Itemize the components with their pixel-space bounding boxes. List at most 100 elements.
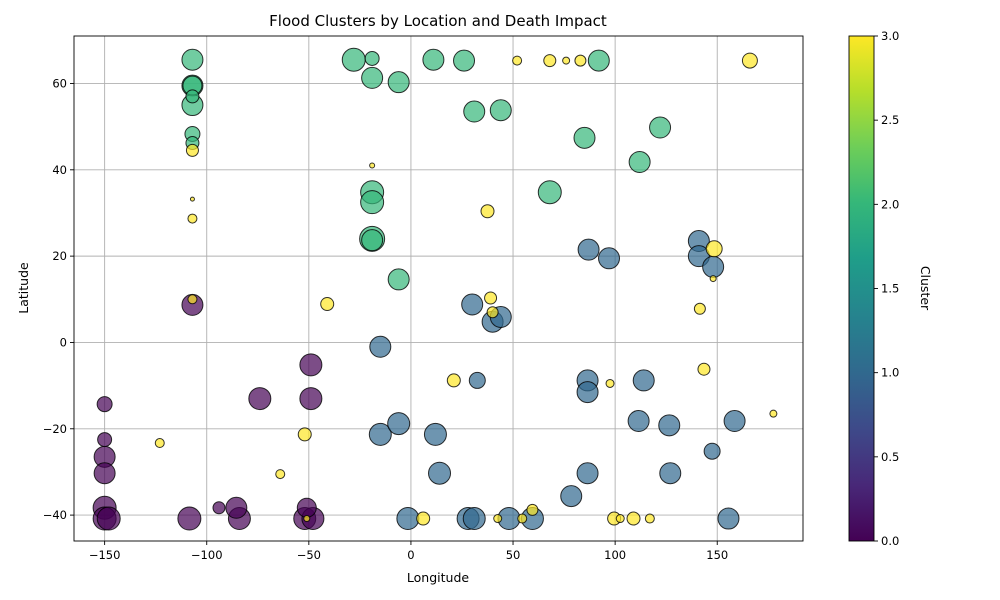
data-point	[717, 507, 740, 530]
data-point	[364, 50, 380, 66]
colorbar-tick-label: 0.0	[881, 534, 899, 548]
x-tick-label: 50	[506, 548, 521, 562]
data-point	[693, 302, 706, 315]
y-tick-label: −20	[43, 422, 67, 436]
data-point	[632, 369, 655, 392]
data-point	[576, 381, 599, 404]
plot-frame	[73, 35, 804, 542]
data-point	[723, 410, 746, 433]
data-point	[396, 507, 420, 531]
data-point	[248, 387, 272, 411]
data-point	[181, 48, 204, 71]
data-point	[560, 485, 583, 508]
y-tick-label: 20	[52, 249, 67, 263]
data-point	[320, 297, 335, 312]
y-tick-label: 40	[52, 163, 67, 177]
data-point	[587, 49, 610, 72]
x-tick-label: 100	[604, 548, 626, 562]
data-point	[369, 335, 392, 358]
data-point	[387, 412, 411, 436]
data-point	[463, 100, 486, 123]
data-point	[644, 513, 655, 524]
data-point	[361, 229, 384, 252]
data-point	[537, 180, 562, 205]
colorbar-tick-label: 1.5	[881, 282, 899, 296]
data-point	[709, 275, 717, 283]
data-point	[416, 511, 431, 526]
colorbar-tick-label: 2.5	[881, 113, 899, 127]
colorbar-tick-label: 1.0	[881, 366, 899, 380]
data-point	[480, 204, 495, 219]
data-point	[462, 507, 486, 531]
data-point	[577, 238, 600, 261]
data-point	[212, 501, 226, 515]
data-point	[526, 503, 539, 516]
chart-title: Flood Clusters by Location and Death Imp…	[269, 12, 607, 30]
colorbar-tick-label: 3.0	[881, 29, 899, 43]
data-point	[605, 378, 615, 388]
data-point	[769, 409, 778, 418]
data-point	[297, 427, 312, 442]
y-tick-label: −40	[43, 508, 67, 522]
data-point	[697, 362, 711, 376]
data-point	[96, 396, 113, 413]
data-point	[341, 47, 366, 72]
data-point	[517, 513, 528, 524]
data-point	[615, 514, 625, 524]
data-point	[428, 461, 452, 485]
data-point	[177, 506, 202, 531]
colorbar-tick-label: 0.5	[881, 450, 899, 464]
data-point	[628, 151, 651, 174]
x-tick-label: −50	[297, 548, 321, 562]
data-point	[626, 511, 641, 526]
x-tick-label: −100	[191, 548, 223, 562]
data-point	[189, 196, 195, 202]
data-point	[649, 116, 672, 139]
data-point	[360, 190, 385, 215]
data-point	[576, 462, 599, 485]
data-point	[299, 387, 323, 411]
data-point	[702, 255, 725, 278]
data-point	[659, 462, 682, 485]
data-point	[598, 247, 621, 270]
data-point	[486, 306, 499, 319]
data-point	[489, 99, 512, 122]
data-point	[703, 442, 721, 460]
y-tick-label: 0	[60, 335, 67, 349]
y-axis-ticks: −40 −20 0 20 40 60	[43, 76, 74, 522]
data-point	[705, 240, 723, 258]
y-axis-label: Latitude	[16, 262, 31, 314]
data-point	[225, 496, 248, 519]
data-point	[303, 515, 311, 523]
data-point	[97, 432, 113, 448]
data-point	[154, 438, 165, 449]
data-point	[296, 497, 317, 518]
data-point	[574, 54, 587, 67]
data-point	[461, 293, 484, 316]
data-point	[369, 162, 376, 169]
data-point	[493, 514, 503, 524]
y-tick-label: 60	[52, 76, 67, 90]
colorbar-label: Cluster	[918, 266, 933, 311]
data-point	[387, 268, 410, 291]
data-point	[468, 371, 486, 389]
data-point	[387, 71, 410, 94]
data-point	[368, 422, 392, 446]
data-point	[627, 410, 650, 433]
data-point	[299, 353, 323, 377]
x-tick-label: 0	[407, 548, 414, 562]
data-point	[423, 422, 447, 446]
data-point	[96, 506, 121, 531]
data-point	[741, 52, 758, 69]
colorbar-tick-label: 2.0	[881, 197, 899, 211]
data-point	[93, 462, 116, 485]
colorbar-gradient	[849, 36, 874, 541]
data-point	[185, 143, 199, 157]
data-point	[187, 213, 198, 224]
data-point	[543, 54, 557, 68]
data-point	[187, 294, 198, 305]
scatter-points	[92, 47, 778, 531]
data-point	[658, 414, 681, 437]
data-point	[512, 55, 523, 66]
